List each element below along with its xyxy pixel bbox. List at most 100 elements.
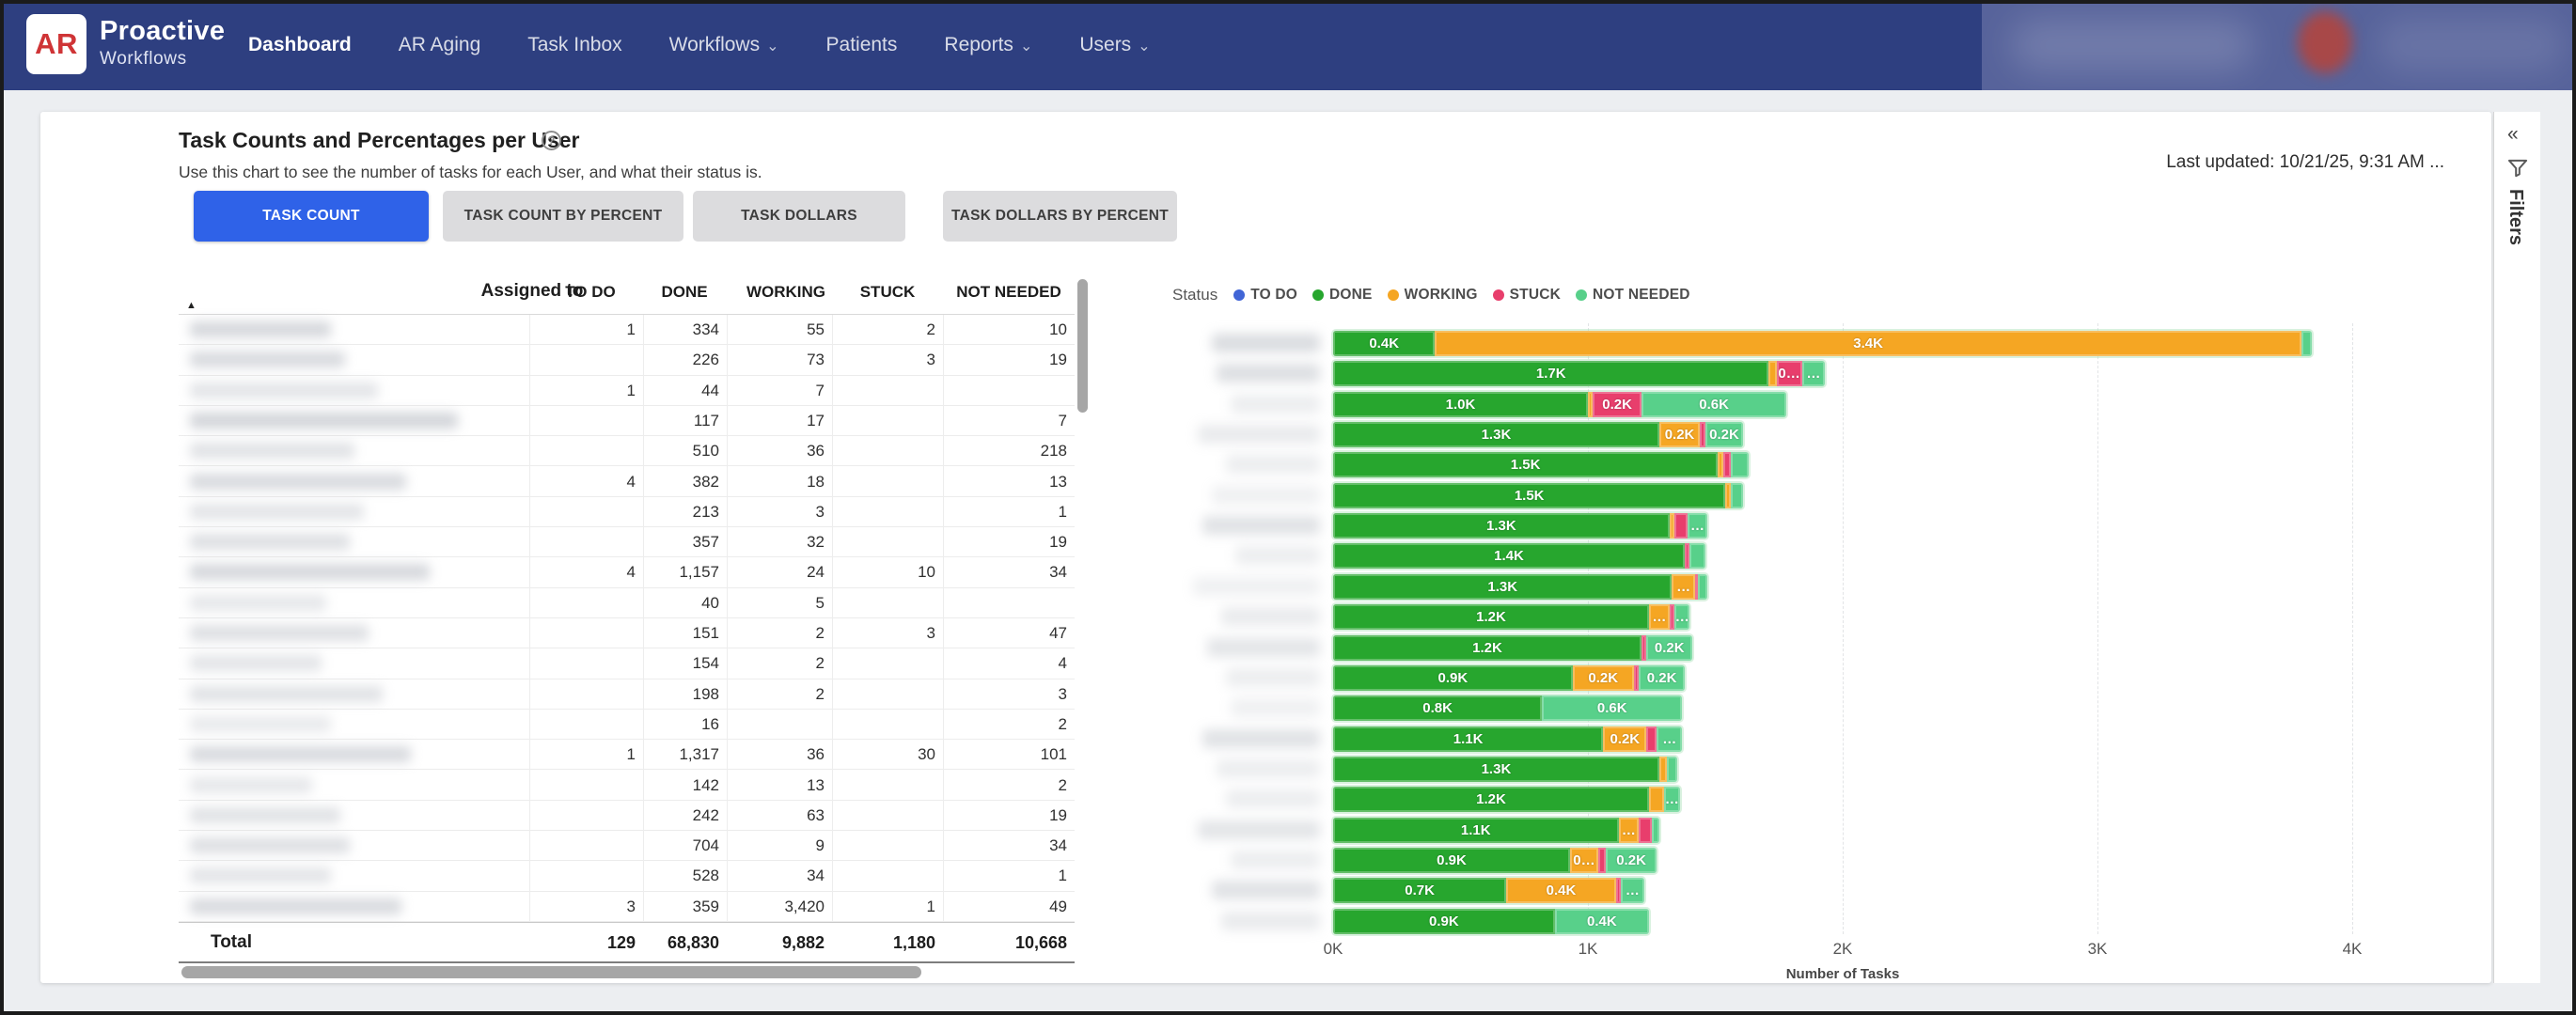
bar-segment-done[interactable]: 1.2K — [1333, 604, 1650, 631]
chart-bar[interactable]: 0.9K 0.2K 0.2K — [1333, 664, 1685, 691]
bar-segment-done[interactable]: 0.9K — [1333, 664, 1573, 691]
bar-segment-not-needed[interactable] — [2301, 331, 2312, 356]
bar-segment-not-needed[interactable]: … — [1801, 361, 1825, 387]
bar-segment-working[interactable]: 0.2K — [1603, 726, 1647, 752]
bar-segment-stuck[interactable]: 0… — [1776, 361, 1802, 387]
bar-segment-stuck[interactable] — [1641, 634, 1647, 661]
bar-segment-stuck[interactable]: 0.2K — [1593, 391, 1641, 417]
table-row[interactable]: 357 32 19 — [179, 527, 1075, 558]
nav-item-users[interactable]: Users ⌄ — [1079, 34, 1151, 55]
table-row[interactable]: 704 9 34 — [179, 831, 1075, 862]
nav-item-dashboard[interactable]: Dashboard — [248, 34, 352, 55]
bar-segment-done[interactable]: 1.5K — [1333, 452, 1719, 478]
bar-segment-done[interactable]: 1.3K — [1333, 513, 1670, 539]
bar-segment-done[interactable]: 0.8K — [1333, 695, 1543, 722]
bar-segment-working[interactable] — [1768, 361, 1777, 387]
table-row[interactable]: 40 5 — [179, 588, 1075, 618]
bar-segment-not-needed[interactable]: … — [1621, 878, 1644, 904]
column-header-not-needed[interactable]: NOT NEEDED — [956, 283, 1061, 301]
sort-ascending-icon[interactable]: ▲ — [186, 300, 196, 311]
table-row[interactable]: 3 359 3,420 1 49 — [179, 892, 1075, 922]
filters-rail[interactable]: « Filters — [2493, 112, 2540, 983]
nav-item-task-inbox[interactable]: Task Inbox — [527, 34, 622, 55]
bar-segment-stuck[interactable] — [1615, 878, 1622, 904]
bar-segment-stuck[interactable] — [1700, 422, 1705, 448]
nav-item-reports[interactable]: Reports ⌄ — [944, 34, 1033, 55]
chart-bar[interactable]: 1.3K — [1333, 756, 1677, 782]
bar-segment-done[interactable]: 1.7K — [1333, 361, 1769, 387]
table-row[interactable]: 213 3 1 — [179, 497, 1075, 528]
table-row[interactable]: 1 1,317 36 30 101 — [179, 740, 1075, 771]
bar-segment-not-needed[interactable] — [1667, 756, 1677, 782]
bar-segment-working[interactable] — [1669, 513, 1675, 539]
bar-segment-done[interactable]: 1.2K — [1333, 787, 1650, 813]
bar-segment-done[interactable]: 1.3K — [1333, 573, 1673, 600]
bar-segment-stuck[interactable] — [1722, 452, 1731, 478]
table-vertical-scrollbar[interactable] — [1077, 279, 1088, 413]
chart-bar[interactable]: 1.2K 0.2K — [1333, 634, 1693, 661]
table-row[interactable]: 226 73 3 19 — [179, 345, 1075, 376]
nav-item-workflows[interactable]: Workflows ⌄ — [668, 34, 779, 55]
bar-segment-stuck[interactable] — [1646, 726, 1657, 752]
bar-segment-not-needed[interactable]: 0.2K — [1704, 422, 1744, 448]
bar-segment-done[interactable]: 0.9K — [1333, 908, 1555, 934]
bar-segment-done[interactable]: 0.9K — [1333, 847, 1571, 873]
column-header-to-do[interactable]: TO DO — [565, 283, 616, 301]
bar-segment-done[interactable]: 1.0K — [1333, 391, 1588, 417]
bar-segment-working[interactable] — [1718, 452, 1723, 478]
bar-segment-stuck[interactable] — [1674, 513, 1688, 539]
nav-item-ar-aging[interactable]: AR Aging — [398, 34, 481, 55]
legend-item-not-needed[interactable]: NOT NEEDED — [1576, 287, 1690, 304]
bar-segment-not-needed[interactable]: 0.6K — [1542, 695, 1683, 722]
view-button-task-count[interactable]: TASK COUNT — [194, 191, 429, 242]
bar-segment-not-needed[interactable] — [1697, 573, 1708, 600]
bar-segment-not-needed[interactable] — [1689, 543, 1705, 570]
collapse-panel-icon[interactable]: « — [2507, 123, 2519, 145]
bar-segment-stuck[interactable] — [1597, 847, 1606, 873]
chart-bar[interactable]: 0.4K 3.4K — [1333, 331, 2312, 356]
table-row[interactable]: 4 1,157 24 10 34 — [179, 557, 1075, 588]
bar-segment-done[interactable]: 1.3K — [1333, 756, 1659, 782]
column-header-assigned-to[interactable]: Assigned to — [480, 281, 584, 301]
bar-segment-working[interactable]: 0.2K — [1658, 422, 1701, 448]
view-button-task-dollars[interactable]: TASK DOLLARS — [693, 191, 905, 242]
bar-segment-working[interactable]: 3.4K — [1435, 331, 2301, 356]
chart-bar[interactable]: 1.2K… — [1333, 787, 1680, 813]
table-row[interactable]: 142 13 2 — [179, 771, 1075, 801]
bar-segment-not-needed[interactable] — [1651, 817, 1659, 843]
bar-segment-working[interactable]: … — [1672, 573, 1695, 600]
table-row[interactable]: 4 382 18 13 — [179, 467, 1075, 497]
table-row[interactable]: 1 44 7 — [179, 376, 1075, 406]
chart-bar[interactable]: 1.4K — [1333, 543, 1705, 570]
bar-segment-working[interactable]: 0.2K — [1572, 664, 1634, 691]
bar-segment-stuck[interactable] — [1633, 664, 1640, 691]
bar-segment-working[interactable]: … — [1618, 817, 1640, 843]
table-horizontal-scrollbar[interactable] — [181, 966, 921, 978]
bar-segment-stuck[interactable] — [1694, 573, 1698, 600]
column-header-working[interactable]: WORKING — [746, 283, 826, 301]
legend-item-to-do[interactable]: TO DO — [1233, 287, 1297, 304]
bar-segment-working[interactable] — [1658, 756, 1667, 782]
bar-segment-not-needed[interactable] — [1730, 452, 1749, 478]
column-header-done[interactable]: DONE — [661, 283, 708, 301]
bar-segment-done[interactable]: 1.5K — [1333, 482, 1726, 508]
bar-segment-not-needed[interactable]: … — [1687, 513, 1708, 539]
bar-segment-working[interactable] — [1588, 391, 1594, 417]
chart-bar[interactable]: 1.1K… — [1333, 817, 1659, 843]
bar-segment-not-needed[interactable]: 0.6K — [1641, 391, 1787, 417]
chart-bar[interactable]: 0.7K 0.4K… — [1333, 878, 1644, 904]
bar-segment-working[interactable]: 0… — [1570, 847, 1598, 873]
bar-segment-not-needed[interactable]: 0.4K — [1554, 908, 1650, 934]
avatar[interactable] — [2298, 11, 2352, 73]
bar-segment-stuck[interactable] — [1684, 543, 1690, 570]
bar-segment-not-needed[interactable]: 0.2K — [1646, 634, 1693, 661]
bar-segment-stuck[interactable] — [1639, 817, 1652, 843]
bar-segment-working[interactable]: … — [1649, 604, 1670, 631]
info-icon[interactable]: ? — [542, 131, 561, 150]
filter-funnel-icon[interactable] — [2507, 159, 2528, 182]
bar-segment-done[interactable]: 0.4K — [1333, 331, 1436, 356]
app-logo[interactable]: AR — [26, 14, 86, 74]
bar-segment-not-needed[interactable] — [1730, 482, 1744, 508]
bar-segment-done[interactable]: 1.1K — [1333, 726, 1604, 752]
nav-item-patients[interactable]: Patients — [825, 34, 898, 55]
